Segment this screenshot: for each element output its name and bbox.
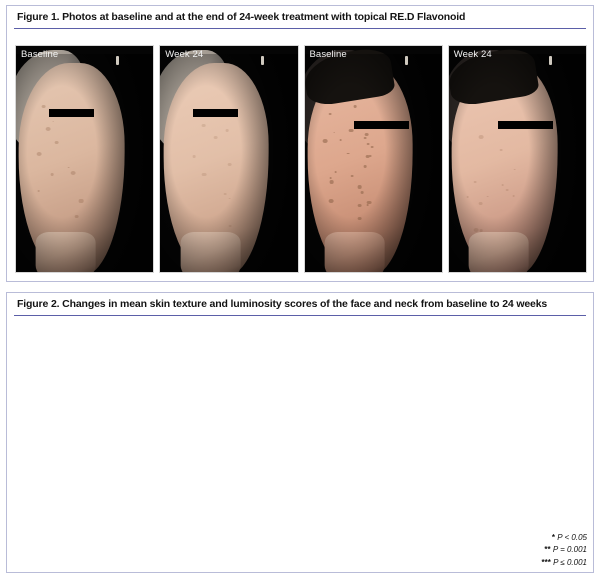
reference-marker (260, 56, 264, 65)
photo-strip: Baseline Week 24 Baseline Week 24 (15, 45, 587, 273)
figure-1-caption-rule (14, 27, 586, 29)
p-value-key-row-2: ** P = 0.001 (544, 545, 587, 554)
subject-face-image (448, 46, 586, 272)
photo-panel-3: Baseline (303, 45, 443, 273)
p-value-key: * P < 0.05 ** P = 0.001 *** P ≤ 0.001 (542, 532, 587, 570)
photo-vignette (304, 54, 442, 272)
figure-2-panel: Figure 2. Changes in mean skin texture a… (6, 292, 594, 573)
eye-redaction-bar (193, 109, 239, 118)
photo-panel-2: Week 24 (159, 45, 299, 273)
photo-label: Week 24 (165, 49, 204, 60)
reference-marker (549, 56, 552, 65)
reference-marker (116, 56, 120, 65)
photo-label: Baseline (21, 49, 59, 60)
photo-label: Week 24 (453, 49, 492, 60)
photo-vignette (160, 54, 298, 272)
photo-panel-4: Week 24 (447, 45, 587, 273)
eye-redaction-bar (48, 109, 95, 118)
photo-vignette (448, 54, 586, 272)
photo-vignette (16, 54, 154, 272)
photo-label: Baseline (309, 49, 347, 60)
subject-face-image (304, 46, 442, 272)
subject-face-image (16, 49, 154, 272)
photo-panel-1: Baseline (15, 45, 155, 273)
p-value-key-row-3: *** P ≤ 0.001 (541, 557, 587, 567)
figure-2-caption: Figure 2. Changes in mean skin texture a… (17, 298, 548, 310)
eye-redaction-bar (353, 120, 409, 129)
reference-marker (404, 56, 408, 65)
figure-1-panel: Figure 1. Photos at baseline and at the … (6, 5, 594, 282)
subject-face-image (160, 49, 298, 272)
p-value-key-row-1: * P < 0.05 (551, 532, 587, 542)
eye-redaction-bar (498, 120, 554, 129)
figure-1-caption: Figure 1. Photos at baseline and at the … (17, 11, 466, 23)
figure-2-caption-rule (14, 314, 586, 316)
